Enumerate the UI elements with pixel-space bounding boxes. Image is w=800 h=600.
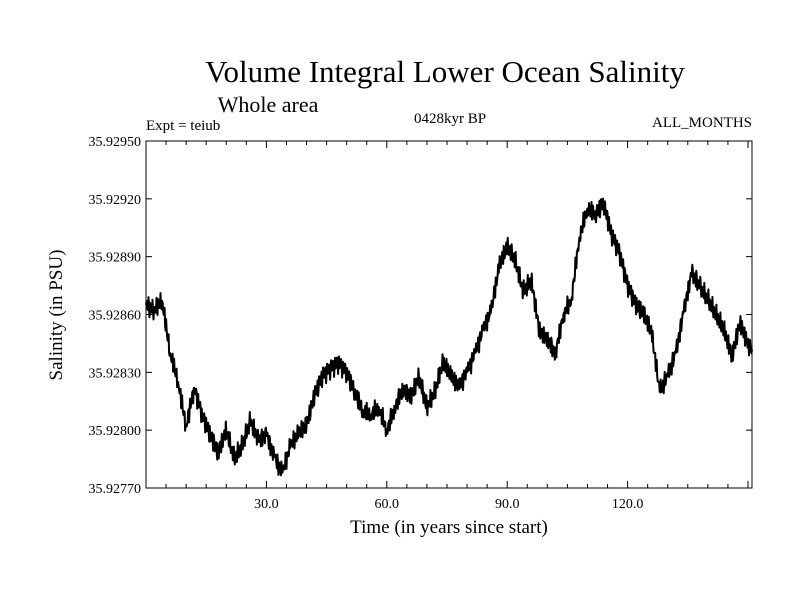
y-tick-label: 35.92800 bbox=[89, 424, 142, 439]
months-label: ALL_MONTHS bbox=[652, 115, 752, 131]
x-axis-label: Time (in years since start) bbox=[350, 517, 548, 538]
x-tick-label: 30.0 bbox=[254, 497, 279, 512]
y-tick-label: 35.92890 bbox=[89, 251, 142, 266]
y-tick-label: 35.92770 bbox=[89, 482, 142, 497]
salinity-series-line bbox=[145, 197, 753, 477]
y-tick-label: 35.92860 bbox=[89, 309, 142, 324]
x-tick-label: 120.0 bbox=[612, 497, 644, 512]
x-tick-label: 60.0 bbox=[375, 497, 400, 512]
period-label: 0428kyr BP bbox=[414, 111, 486, 127]
y-axis-label: Salinity (in PSU) bbox=[46, 250, 67, 381]
chart-title: Volume Integral Lower Ocean Salinity bbox=[205, 54, 685, 89]
chart-subtitle: Whole area bbox=[218, 92, 319, 117]
y-tick-label: 35.92950 bbox=[89, 135, 142, 150]
y-tick-label: 35.92920 bbox=[89, 193, 142, 208]
y-axis: 35.92770 35.92800 35.92830 35.92860 35.92890… bbox=[89, 135, 752, 497]
expt-label: Expt = teiub bbox=[146, 118, 220, 134]
y-tick-label: 35.92830 bbox=[89, 366, 142, 381]
x-tick-label: 90.0 bbox=[495, 497, 520, 512]
plot-frame bbox=[145, 140, 753, 489]
x-axis: 30.0 60.0 90.0 120.0 bbox=[165, 141, 749, 512]
